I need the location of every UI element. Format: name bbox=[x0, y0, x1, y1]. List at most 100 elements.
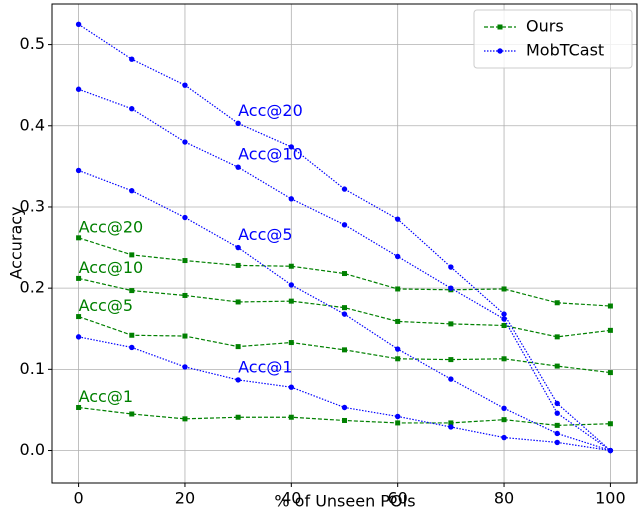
marker bbox=[501, 311, 507, 317]
marker bbox=[235, 344, 241, 350]
line-label: Acc@10 bbox=[238, 145, 303, 164]
x-tick-label: 60 bbox=[388, 489, 408, 508]
marker bbox=[182, 139, 188, 145]
marker bbox=[75, 86, 82, 92]
marker bbox=[235, 244, 241, 251]
marker bbox=[129, 252, 135, 258]
line-label: Acc@20 bbox=[79, 217, 144, 236]
x-tick-label: 0 bbox=[73, 489, 83, 508]
marker bbox=[607, 447, 614, 454]
x-axis-label: % of Unseen POIs bbox=[274, 492, 415, 511]
marker bbox=[235, 299, 241, 305]
marker bbox=[182, 364, 188, 370]
marker bbox=[342, 347, 347, 353]
legend-label: Ours bbox=[526, 17, 564, 36]
marker bbox=[501, 405, 507, 412]
marker bbox=[607, 327, 613, 333]
marker bbox=[235, 164, 241, 170]
marker bbox=[395, 356, 401, 362]
marker bbox=[129, 106, 135, 112]
legend: Ours MobTCast bbox=[473, 9, 633, 69]
data-line bbox=[78, 23, 611, 451]
marker bbox=[76, 404, 82, 410]
y-tick-label: 0.3 bbox=[20, 196, 45, 215]
marker bbox=[75, 21, 82, 27]
marker bbox=[448, 264, 454, 270]
marker bbox=[288, 144, 295, 150]
marker bbox=[607, 370, 613, 376]
y-tick-label: 0.5 bbox=[20, 34, 45, 53]
legend-label: MobTCast bbox=[526, 41, 604, 60]
marker bbox=[288, 340, 294, 346]
marker bbox=[448, 285, 454, 291]
marker bbox=[394, 413, 401, 420]
marker bbox=[501, 286, 507, 292]
y-tick-label: 0.1 bbox=[20, 359, 45, 378]
marker bbox=[288, 298, 294, 304]
y-tick-label: 0.2 bbox=[20, 278, 45, 297]
marker bbox=[501, 434, 507, 441]
line-label: Acc@5 bbox=[238, 225, 292, 244]
marker bbox=[235, 262, 241, 268]
marker bbox=[182, 416, 188, 422]
marker bbox=[76, 235, 82, 241]
y-tick-label: 0.4 bbox=[20, 115, 45, 134]
marker bbox=[448, 424, 454, 430]
marker bbox=[554, 422, 560, 428]
marker bbox=[341, 222, 348, 228]
marker bbox=[75, 334, 82, 340]
marker bbox=[395, 286, 401, 292]
marker bbox=[395, 318, 401, 324]
line-label: Acc@1 bbox=[238, 357, 292, 376]
marker bbox=[288, 414, 294, 420]
marker bbox=[75, 167, 82, 174]
marker bbox=[129, 288, 135, 294]
marker bbox=[341, 404, 348, 411]
marker bbox=[182, 333, 188, 339]
marker bbox=[501, 316, 507, 322]
marker bbox=[554, 334, 560, 340]
data-line bbox=[78, 88, 611, 452]
marker bbox=[235, 414, 241, 420]
marker bbox=[448, 376, 454, 382]
marker bbox=[235, 377, 241, 383]
marker bbox=[501, 417, 507, 423]
marker bbox=[76, 275, 82, 281]
marker bbox=[129, 411, 135, 417]
marker bbox=[182, 292, 188, 298]
legend-marker bbox=[497, 48, 503, 54]
marker bbox=[129, 344, 135, 351]
plot-frame bbox=[51, 3, 638, 484]
marker bbox=[554, 410, 560, 416]
data-line bbox=[78, 237, 611, 307]
marker bbox=[607, 303, 613, 309]
marker bbox=[288, 384, 295, 390]
data-line bbox=[78, 277, 611, 338]
line-label: Acc@10 bbox=[79, 258, 144, 277]
marker bbox=[288, 282, 295, 288]
marker bbox=[448, 321, 454, 327]
marker bbox=[182, 82, 188, 88]
marker bbox=[394, 253, 401, 260]
marker bbox=[342, 271, 347, 277]
marker bbox=[288, 263, 294, 269]
marker bbox=[235, 120, 241, 127]
marker bbox=[76, 314, 82, 320]
marker bbox=[288, 196, 295, 202]
y-tick-label: 0.0 bbox=[20, 440, 45, 459]
legend-box bbox=[473, 9, 633, 69]
line-label: Acc@20 bbox=[238, 101, 303, 120]
data-line bbox=[78, 316, 611, 374]
line-label: Acc@1 bbox=[79, 387, 133, 406]
marker bbox=[554, 430, 560, 437]
marker bbox=[182, 214, 188, 221]
x-tick-label: 40 bbox=[281, 489, 301, 508]
data-line bbox=[78, 336, 611, 452]
line-label: Acc@5 bbox=[79, 296, 133, 315]
y-axis-label: Accuracy bbox=[7, 206, 26, 279]
marker bbox=[554, 300, 560, 306]
marker bbox=[341, 311, 348, 317]
marker bbox=[129, 188, 135, 194]
marker bbox=[394, 346, 401, 352]
